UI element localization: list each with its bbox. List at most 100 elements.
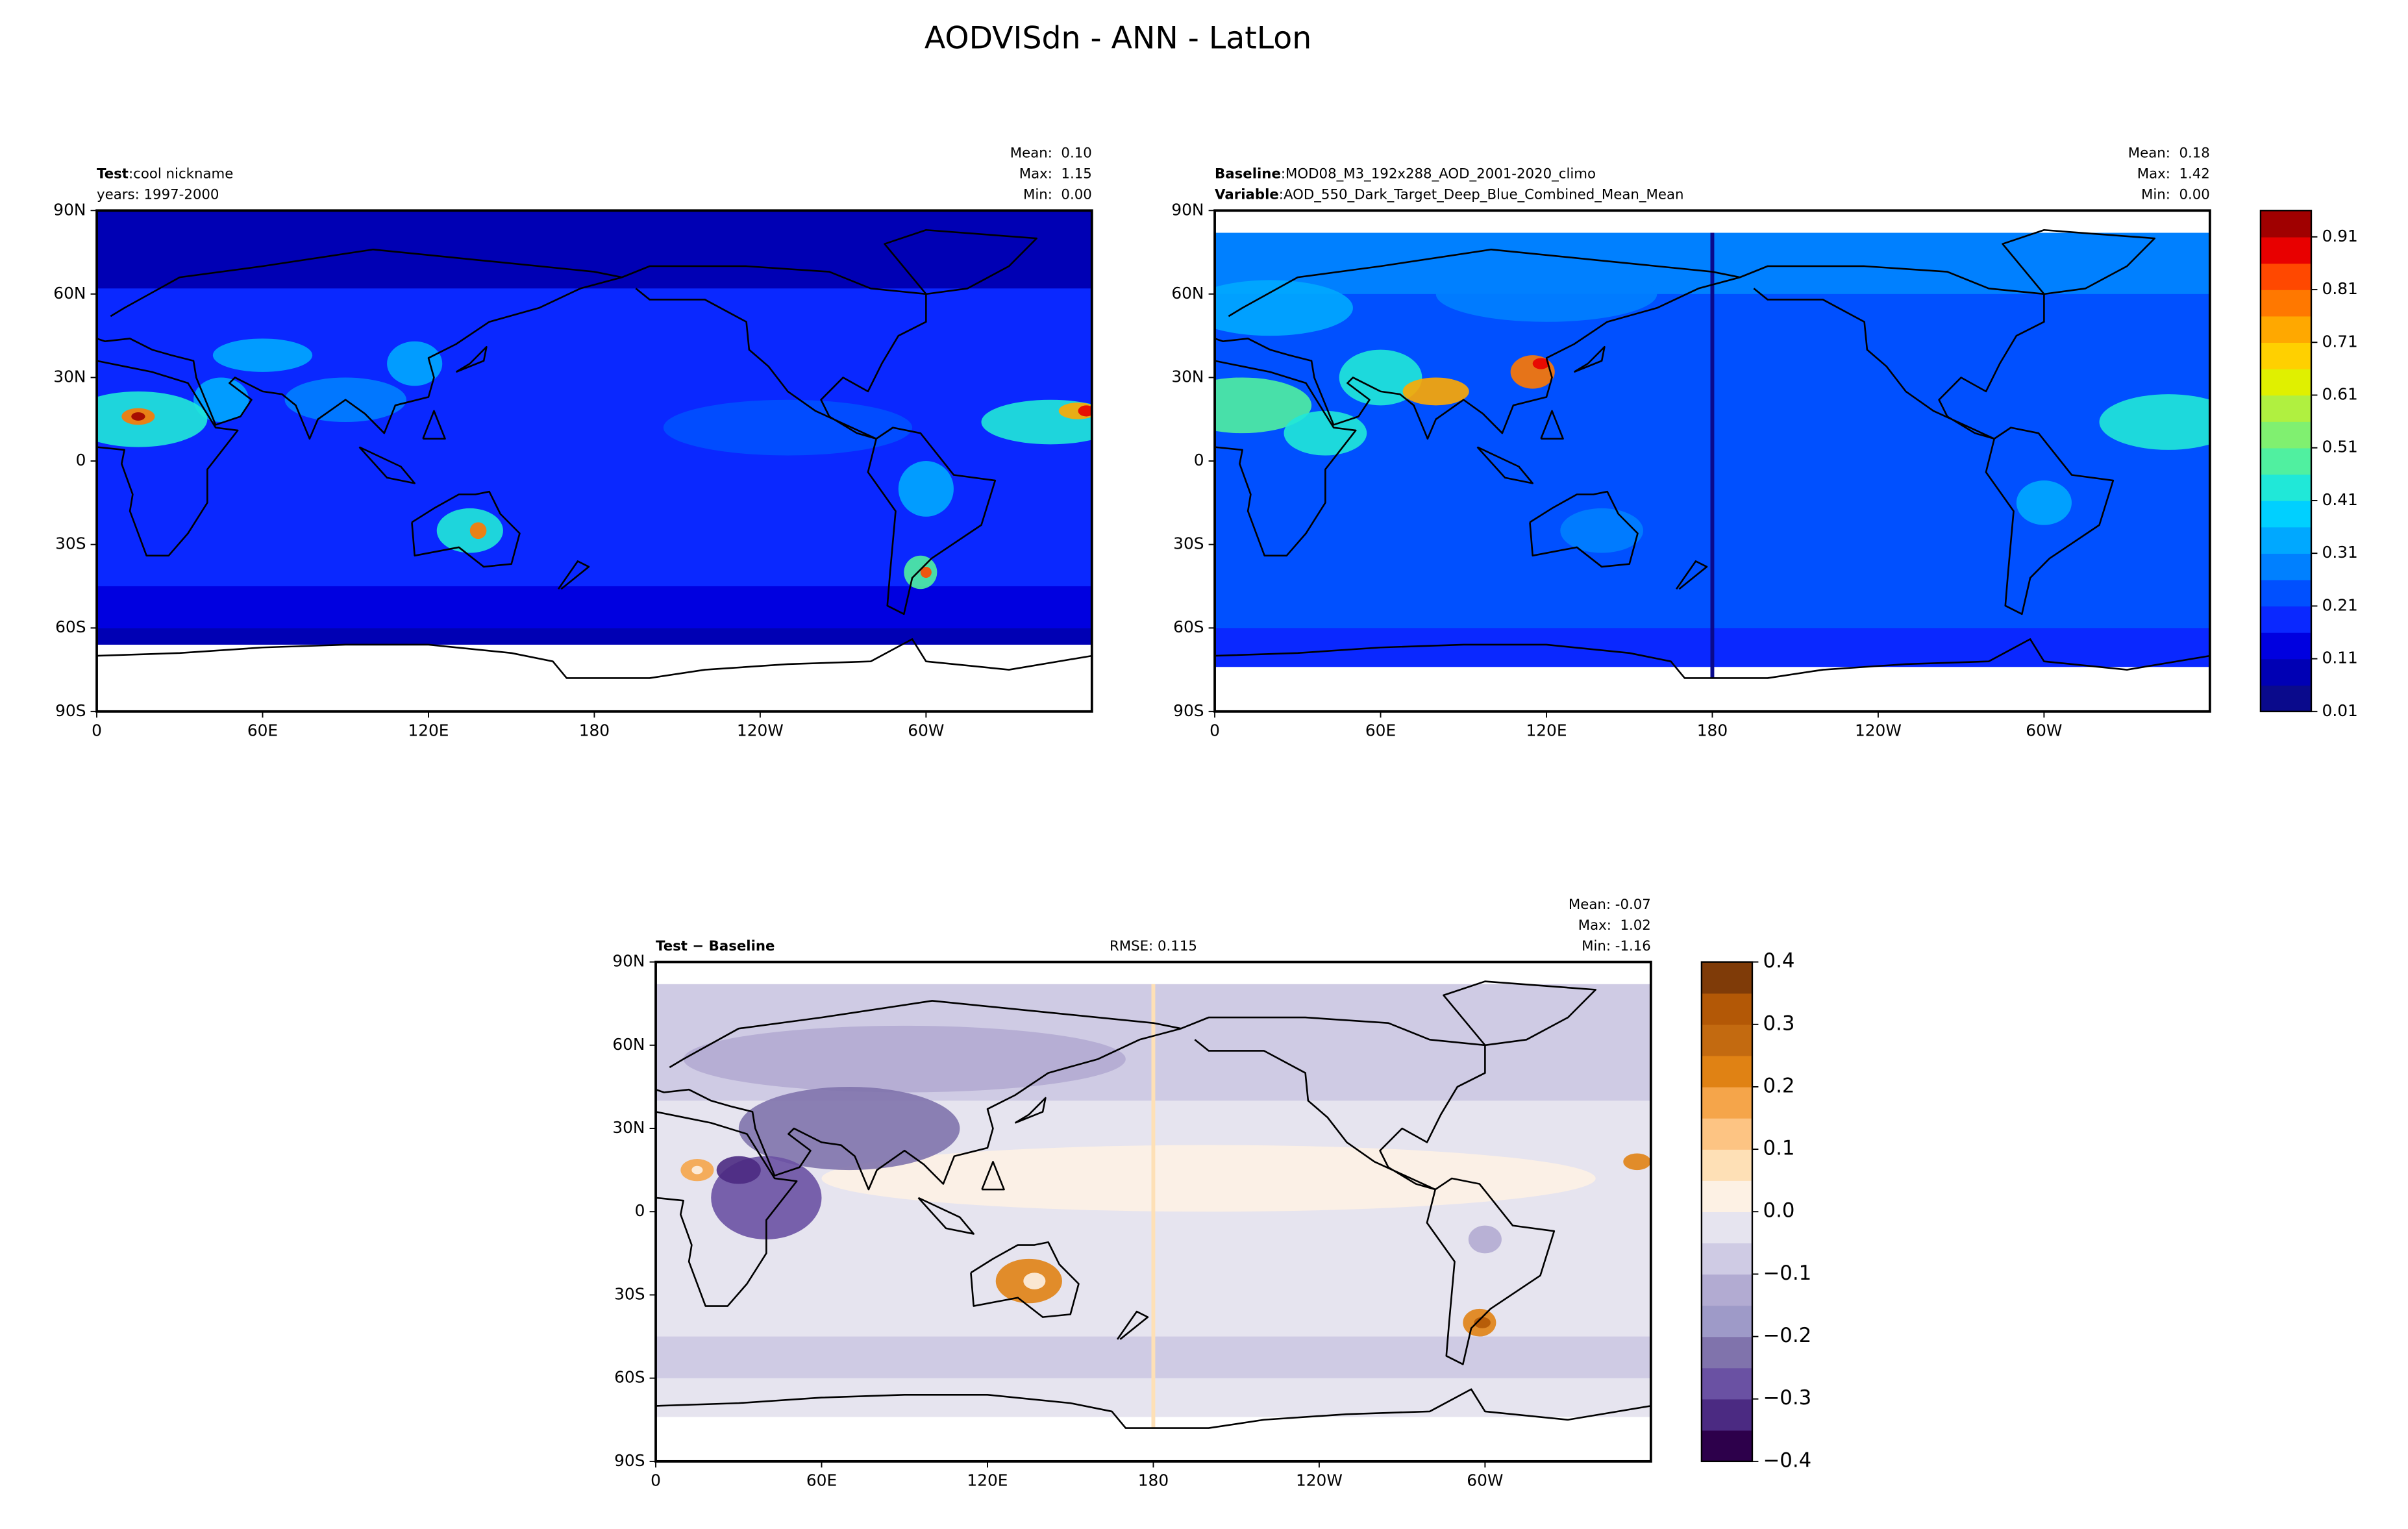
header-text: MOD08_M3_192x288_AOD_2001-2020_climo	[1285, 166, 1596, 182]
x-tick-label: 120E	[1526, 721, 1567, 740]
rmse: RMSE: 0.115	[1110, 938, 1197, 954]
panel-header: Variable:AOD_550_Dark_Target_Deep_Blue_C…	[1215, 187, 1683, 203]
colorbar-tick-label: 0.2	[1763, 1074, 1795, 1097]
field-blob	[212, 338, 313, 372]
coastline	[1117, 1310, 1149, 1340]
field-blob	[2016, 480, 2072, 525]
panel-stat: Max: 1.15	[1019, 166, 1092, 182]
x-tick-label: 180	[1697, 721, 1728, 740]
field-blob	[1215, 280, 1353, 336]
header-text: AOD_550_Dark_Target_Deep_Blue_Combined_M…	[1284, 187, 1683, 203]
colorbar-band	[1701, 1336, 1752, 1369]
coastline	[1014, 1097, 1047, 1124]
y-tick-label: 60N	[1171, 284, 1204, 303]
colorbar-band	[1701, 1024, 1752, 1056]
colorbar-tick-label: 0.0	[1763, 1199, 1795, 1223]
y-tick-label: 60N	[53, 284, 86, 303]
x-tick-label: 0	[1210, 721, 1220, 740]
y-tick-label: 90S	[1173, 701, 1204, 720]
colorbar-tick-label: 0.81	[2322, 279, 2358, 298]
header-separator: :	[1279, 187, 1284, 203]
colorbar-band	[1701, 1398, 1752, 1431]
field-blob	[738, 1086, 960, 1171]
colorbar-band	[2260, 474, 2311, 501]
missing-north	[1215, 210, 2210, 233]
coastline	[1443, 980, 1596, 1047]
header-label: Baseline	[1215, 166, 1281, 182]
colorbar-band	[1701, 1149, 1752, 1181]
colorbar-band	[1701, 1086, 1752, 1119]
colorbar-band	[2260, 342, 2311, 369]
colorbar-tick-label: −0.3	[1763, 1386, 1812, 1410]
panel-stat: Mean: 0.18	[2128, 145, 2210, 162]
colorbar-band	[1701, 993, 1752, 1025]
x-tick-label: 60E	[247, 721, 278, 740]
colorbar-tick-label: 0.41	[2322, 490, 2358, 509]
colorbar-band	[2260, 421, 2311, 449]
field-blob	[981, 399, 1092, 445]
panel-stat: Mean: 0.10	[1010, 145, 1092, 162]
colorbar-band	[2260, 500, 2311, 528]
panel-stat: Min: -1.16	[1582, 938, 1651, 954]
x-tick-label: 60E	[1365, 721, 1396, 740]
colorbar-band	[1701, 1212, 1752, 1244]
x-tick-label: 60W	[1467, 1471, 1503, 1490]
colorbar-band	[1701, 1243, 1752, 1275]
y-tick-label: 90N	[1171, 200, 1204, 219]
coastline	[411, 490, 521, 568]
y-tick-label: 60S	[614, 1368, 645, 1387]
coastline	[917, 1197, 974, 1235]
coastline	[97, 638, 1092, 679]
coastline	[970, 1241, 1080, 1318]
coastline	[1476, 446, 1534, 484]
missing-north	[656, 962, 1651, 984]
colorbar-tick-label: 0.51	[2322, 438, 2358, 456]
colorbar-band	[2260, 316, 2311, 343]
x-tick-label: 60W	[908, 721, 944, 740]
coastline	[1573, 345, 1606, 373]
map-field	[97, 210, 1092, 712]
x-tick-label: 180	[1138, 1471, 1169, 1490]
field-blob	[1468, 1225, 1502, 1254]
panel-stat: Min: 0.00	[2141, 187, 2210, 203]
colorbar-band	[1701, 1305, 1752, 1337]
x-tick-label: 120W	[1296, 1471, 1343, 1490]
colorbar-band	[2260, 395, 2311, 422]
coastline	[656, 1388, 1651, 1429]
coastline	[1215, 248, 1741, 440]
x-tick-label: 120W	[737, 721, 784, 740]
header-label: Test	[97, 166, 129, 182]
field-blob	[821, 1145, 1596, 1212]
map-panel: 0 60E 120E 180 120W 60W 90S 60S 30S 0 30N 60N 90N Tes…	[612, 897, 1811, 1490]
x-tick-label: 60W	[2026, 721, 2062, 740]
x-tick-label: 0	[651, 1471, 661, 1490]
y-tick-label: 90N	[53, 200, 86, 219]
colorbar-band	[1701, 1055, 1752, 1088]
coastline	[1676, 560, 1708, 590]
map-panel: 0 60E 120E 180 120W 60W 90S 60S 30S 0 30N 60N 90N Tes…	[53, 145, 1093, 740]
y-tick-label: 90S	[614, 1451, 645, 1470]
colorbar-band	[1701, 1180, 1752, 1212]
header-label: Test − Baseline	[656, 938, 775, 954]
coastline	[358, 446, 416, 484]
colorbar-tick-label: −0.4	[1763, 1448, 1812, 1472]
colorbar-tick-label: 0.4	[1763, 949, 1795, 973]
field-blob	[1402, 377, 1469, 406]
colorbar-tick-label: −0.1	[1763, 1262, 1812, 1285]
colorbar-frame	[2259, 210, 2313, 713]
field-blob	[898, 461, 954, 517]
colorbar-band	[1701, 1274, 1752, 1306]
y-tick-label: 0	[1194, 451, 1204, 469]
figure-title: AODVISdn - ANN - LatLon	[925, 21, 1311, 56]
colorbar-band	[2260, 685, 2311, 712]
field-blob	[1560, 508, 1644, 553]
y-tick-label: 60N	[612, 1035, 645, 1054]
colorbar-band	[2260, 447, 2311, 475]
y-tick-label: 0	[635, 1201, 645, 1220]
header-separator: :	[1281, 166, 1285, 182]
colorbar-tick-label: 0.71	[2322, 332, 2358, 351]
header-label: Variable	[1215, 187, 1279, 203]
y-tick-label: 30N	[1171, 367, 1204, 386]
colorbar-tick-label: 0.31	[2322, 543, 2358, 562]
